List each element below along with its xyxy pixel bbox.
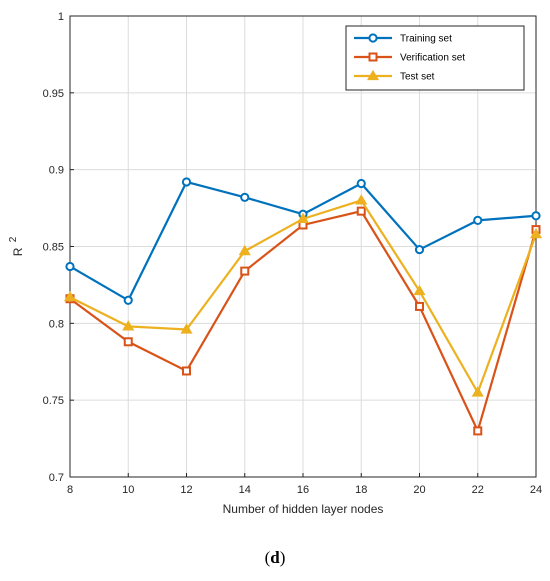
legend-label: Test set <box>400 72 435 83</box>
legend-swatch-marker <box>366 69 380 81</box>
x-tick-label: 20 <box>413 484 425 496</box>
data-point <box>529 228 543 239</box>
data-point <box>413 284 426 296</box>
data-point <box>473 426 483 436</box>
data-point <box>355 194 368 205</box>
data-point <box>122 320 135 331</box>
legend-swatch-marker <box>368 52 378 62</box>
caption-letter: d <box>270 548 280 567</box>
y-axis-label-base: R <box>11 247 25 256</box>
y-axis-ticks: 0.7 0.75 0.8 0.85 0.9 0.95 1 <box>43 11 74 484</box>
legend-item: Verification set <box>354 52 465 64</box>
y-axis-label-superscript: 2 <box>8 236 19 242</box>
data-point <box>63 291 77 302</box>
data-point <box>180 323 193 334</box>
x-tick-label: 14 <box>239 484 251 496</box>
data-point <box>65 261 75 272</box>
legend-item: Test set <box>354 69 435 83</box>
data-point <box>123 295 133 305</box>
line-chart: 8 10 12 14 16 18 20 22 24 0.70.750.80.850.90.951… <box>8 11 543 516</box>
caption-open-paren: ( <box>264 548 271 567</box>
grid <box>69 15 537 478</box>
x-tick-label: 12 <box>180 484 192 496</box>
y-tick-label: 0.9 <box>49 165 64 177</box>
x-tick-label: 18 <box>355 484 367 496</box>
legend-item: Training set <box>354 33 452 45</box>
x-tick-label: 16 <box>297 484 309 496</box>
y-tick-label: 0.8 <box>49 318 64 330</box>
caption-close-paren: ) <box>279 548 286 567</box>
figure-caption: (d) <box>0 548 550 568</box>
y-axis-label: R 2 <box>8 236 25 256</box>
series-group <box>63 177 543 436</box>
data-point <box>240 192 250 202</box>
y-tick-label: 0.7 <box>49 472 64 484</box>
data-point <box>181 177 192 187</box>
x-axis-ticks: 8 10 12 14 16 18 20 22 24 <box>67 473 542 496</box>
data-point <box>415 301 424 311</box>
y-tick-label: 1 <box>58 11 64 23</box>
data-point <box>240 266 250 276</box>
y-tick-label: 0.75 <box>43 395 64 407</box>
y-tick-label: 0.85 <box>43 242 64 254</box>
legend-swatch-marker <box>368 33 378 43</box>
legend: Training set Verification set Test set <box>345 25 525 91</box>
y-tick-label: 0.95 <box>43 88 64 100</box>
data-point <box>531 211 541 221</box>
data-point <box>356 178 366 189</box>
legend-label: Training set <box>400 34 452 45</box>
series-2 <box>63 194 543 397</box>
x-tick-label: 10 <box>122 484 134 496</box>
data-point <box>356 206 366 216</box>
data-point <box>296 212 310 223</box>
data-point <box>182 366 191 376</box>
data-point <box>471 386 484 397</box>
data-point <box>238 244 251 256</box>
x-tick-label: 22 <box>472 484 484 496</box>
data-point <box>473 215 483 225</box>
x-tick-label: 8 <box>67 484 73 496</box>
data-point <box>123 337 133 347</box>
x-axis-label: Number of hidden layer nodes <box>223 502 384 516</box>
x-tick-label: 24 <box>530 484 542 496</box>
data-point <box>414 244 425 255</box>
legend-label: Verification set <box>400 53 465 64</box>
